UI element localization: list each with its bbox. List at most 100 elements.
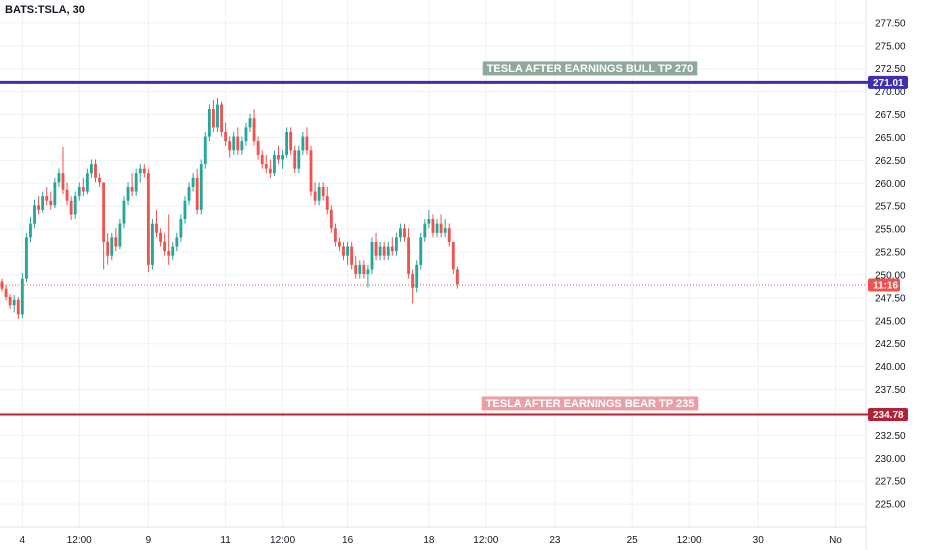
- candle-body: [455, 269, 459, 285]
- candle: [163, 232, 167, 256]
- candle: [24, 232, 28, 283]
- candle-body: [159, 232, 162, 242]
- candle: [151, 219, 154, 270]
- bull-annotation[interactable]: TESLA AFTER EARNINGS BULL TP 270: [482, 61, 698, 76]
- candle: [146, 168, 150, 273]
- candle-body: [240, 141, 244, 151]
- candle-body: [374, 241, 378, 256]
- candle: [317, 182, 321, 206]
- candle: [455, 266, 459, 289]
- candle: [159, 228, 162, 247]
- candle-body: [293, 150, 297, 169]
- time-tick-label: 23: [549, 535, 561, 546]
- candle: [211, 99, 215, 132]
- last-price-tag: 11:16: [868, 278, 900, 292]
- candle: [65, 182, 69, 206]
- candle: [358, 260, 362, 279]
- candle-body: [220, 104, 223, 132]
- candle: [183, 196, 187, 224]
- candle: [57, 168, 61, 187]
- candle-body: [399, 228, 402, 238]
- candle: [167, 214, 171, 265]
- candle: [53, 177, 57, 209]
- candle-body: [102, 182, 106, 242]
- price-axis-panel[interactable]: [866, 0, 932, 550]
- candle-body: [179, 219, 183, 238]
- candle-body: [155, 223, 158, 233]
- candle-body: [443, 228, 447, 233]
- time-tick-label: 12:00: [67, 535, 92, 546]
- candle-body: [329, 209, 333, 229]
- candle-body: [297, 150, 301, 169]
- candle: [232, 131, 236, 155]
- symbol-title[interactable]: BATS:TSLA, 30: [5, 4, 85, 16]
- candle-body: [118, 223, 122, 247]
- candle-body: [435, 223, 439, 233]
- candle: [216, 98, 219, 132]
- candle-body: [268, 168, 272, 174]
- bear-annotation-text: TESLA AFTER EARNINGS BEAR TP 235: [486, 398, 695, 410]
- candle: [106, 232, 110, 265]
- candle: [85, 168, 89, 195]
- candle-body: [183, 200, 187, 220]
- candle-body: [106, 241, 110, 256]
- candle: [98, 173, 102, 187]
- candle-body: [138, 168, 142, 174]
- candle: [403, 223, 406, 242]
- candle: [90, 159, 93, 178]
- candle: [281, 150, 284, 169]
- candle-body: [256, 141, 260, 155]
- candle-body: [45, 196, 49, 201]
- candle: [309, 145, 313, 197]
- candle: [110, 232, 114, 261]
- candle-body: [171, 246, 175, 256]
- time-axis-ticks[interactable]: 4 12:00 9 11 12:00 16 18 12:00 23 25 12:00 30 No: [20, 535, 843, 546]
- candle-body: [85, 173, 89, 192]
- time-tick-label: 4: [20, 535, 26, 546]
- candle-body: [191, 177, 195, 187]
- candle: [29, 217, 32, 242]
- candle-body: [411, 274, 415, 288]
- price-tick-label: 237.50: [875, 385, 906, 396]
- candle-body: [244, 127, 248, 142]
- candle: [220, 101, 223, 137]
- bull-price-tag-label: 271.01: [873, 78, 904, 89]
- candle-body: [98, 177, 102, 183]
- candle-body: [354, 264, 358, 275]
- candle: [378, 241, 382, 261]
- bull-price-tag-background: [868, 75, 908, 89]
- candle-body: [382, 246, 386, 256]
- time-tick-label: 30: [753, 535, 765, 546]
- bull-annotation-text: TESLA AFTER EARNINGS BULL TP 270: [487, 63, 694, 75]
- candle-body: [203, 136, 207, 165]
- candle: [423, 219, 427, 242]
- candle: [240, 136, 244, 155]
- candle: [333, 223, 337, 247]
- candle: [224, 122, 228, 146]
- price-tick-label: 260.00: [875, 179, 906, 190]
- candle: [427, 209, 431, 229]
- bear-price-tag-background: [868, 407, 908, 421]
- candle: [134, 168, 138, 197]
- price-tick-label: 255.00: [875, 225, 906, 236]
- candle-body: [175, 237, 179, 247]
- candle: [325, 186, 329, 215]
- candle: [419, 232, 423, 270]
- candle-body: [4, 288, 8, 297]
- price-tick-label: 270.00: [875, 87, 906, 98]
- candle-body: [248, 118, 252, 128]
- candle: [81, 177, 85, 197]
- candle-body: [199, 164, 203, 210]
- candle-body: [264, 164, 268, 169]
- price-tick-label: 225.00: [875, 500, 906, 511]
- candle: [346, 241, 350, 265]
- candle-body: [415, 264, 419, 288]
- candle: [411, 269, 415, 304]
- price-tick-label: 257.50: [875, 202, 906, 213]
- time-tick-label: 12:00: [677, 535, 702, 546]
- candle: [374, 232, 378, 261]
- candle-body: [305, 136, 309, 151]
- bear-annotation[interactable]: TESLA AFTER EARNINGS BEAR TP 235: [481, 396, 699, 411]
- candle-body: [390, 246, 394, 252]
